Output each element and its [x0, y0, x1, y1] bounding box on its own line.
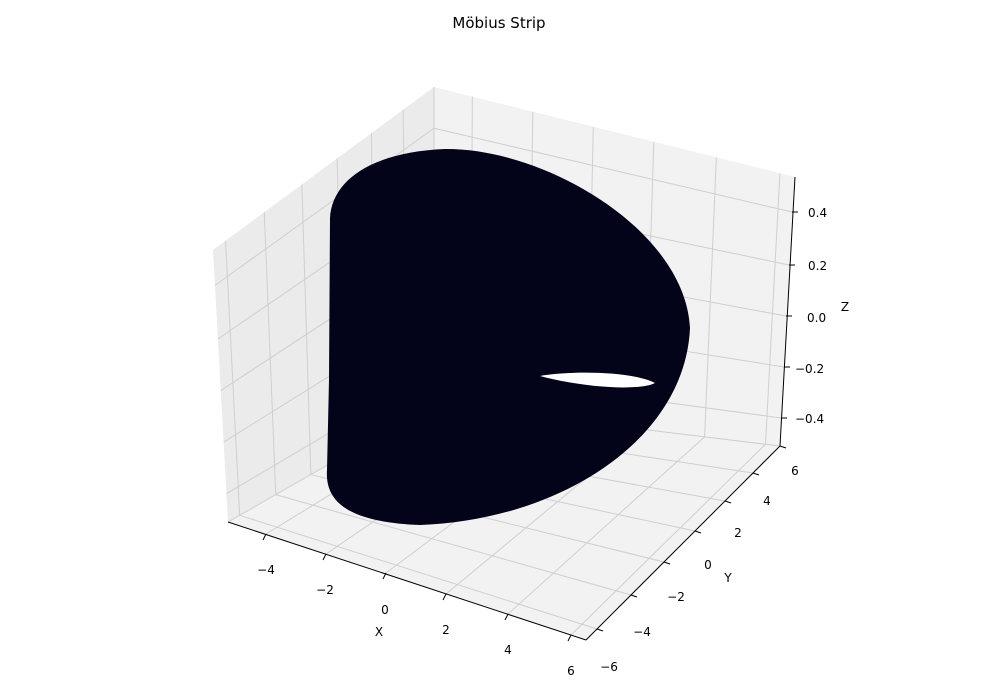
mobius-surface: [326, 148, 690, 525]
y-tick-label: −6: [600, 660, 618, 674]
y-gridline: [225, 240, 241, 516]
y-tick-label: −2: [667, 590, 685, 604]
y-axis-label: Y: [723, 571, 732, 585]
x-axis-line: [227, 521, 587, 641]
x-tick-labels: −4 −2 0 2 4 6: [257, 563, 575, 678]
z-axis-label: Z: [841, 300, 849, 314]
strip-surface: [326, 148, 690, 525]
y-gridline: [263, 212, 277, 495]
z-tick-label: 0.2: [808, 259, 827, 273]
x-tick-mark: [504, 613, 509, 621]
z-axis-line: [779, 176, 796, 447]
y-axis-line: [585, 445, 781, 641]
y-tick-label: 2: [734, 526, 742, 540]
z-gridline: [214, 127, 435, 286]
y-tick-label: 4: [763, 494, 771, 508]
x-tick-mark: [322, 553, 327, 561]
x-tick-mark: [442, 593, 447, 601]
x-tick-label: 0: [381, 603, 389, 617]
x-tick-label: 4: [504, 643, 512, 657]
chart-title: Möbius Strip: [452, 14, 545, 32]
strip-twist-gap: [540, 372, 655, 388]
x-gridline: [704, 157, 717, 437]
x-gridline: [570, 443, 766, 636]
tick-marks: [262, 211, 798, 642]
z-tick-label: −0.4: [795, 412, 824, 426]
x-axis-label: X: [375, 625, 383, 639]
y-tick-mark: [724, 500, 732, 504]
x-tick-mark: [382, 572, 387, 580]
y-tick-mark: [663, 561, 671, 565]
axis-lines: [227, 176, 796, 641]
y-tick-mark: [630, 594, 638, 598]
z-gridline: [433, 127, 793, 213]
z-tick-labels: −0.4 −0.2 0.0 0.2 0.4: [795, 206, 827, 426]
x-tick-label: 2: [442, 623, 450, 637]
y-gridline: [301, 184, 312, 475]
y-tick-mark: [596, 628, 604, 632]
x-tick-label: 6: [567, 664, 575, 678]
y-tick-mark: [694, 530, 702, 534]
x-gridline: [507, 436, 705, 615]
x-tick-label: −2: [316, 583, 334, 597]
z-tick-label: −0.2: [795, 362, 824, 376]
y-tick-mark: [752, 472, 760, 476]
y-tick-labels: −6 −4 −2 0 2 4 6: [600, 464, 799, 674]
y-gridline: [275, 494, 632, 596]
x-tick-mark: [567, 634, 572, 642]
y-tick-label: −4: [633, 625, 651, 639]
z-tick-label: 0.4: [808, 206, 827, 220]
y-tick-mark: [779, 445, 787, 449]
x-tick-label: −4: [257, 563, 275, 577]
y-gridline: [239, 514, 598, 630]
x-gridline: [765, 173, 781, 445]
y-tick-label: 6: [791, 464, 799, 478]
z-tick-label: 0.0: [807, 311, 826, 325]
y-tick-label: 0: [704, 558, 712, 572]
x-tick-mark: [262, 533, 267, 541]
